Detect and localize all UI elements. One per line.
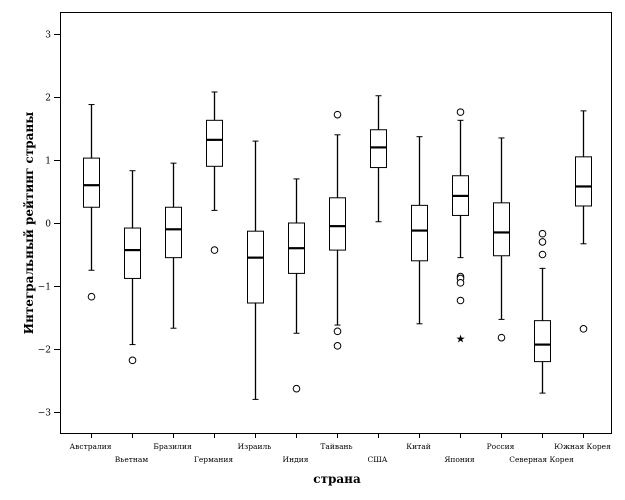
box-iqr <box>534 320 551 363</box>
box-1 <box>83 104 100 301</box>
outlier-point <box>456 108 465 116</box>
y-tick-label: −2 <box>38 346 51 356</box>
box-7 <box>329 110 346 350</box>
outlier-point <box>538 250 547 259</box>
plot-frame <box>60 12 612 434</box>
outlier-point <box>579 325 588 333</box>
box-13 <box>575 110 592 333</box>
x-tick-label: Россия <box>487 442 515 451</box>
y-axis: 3 2 1 0 −1 −2 −3 <box>38 31 60 419</box>
outlier-point <box>456 296 465 305</box>
y-tick-label: −1 <box>38 283 51 293</box>
box-iqr <box>370 129 387 169</box>
outlier-point <box>456 279 465 287</box>
x-tick-label: Китай <box>406 442 430 451</box>
y-tick-label: 2 <box>45 94 51 104</box>
outlier-point <box>210 246 219 254</box>
box-4 <box>206 91 223 254</box>
extreme-point: ★ <box>456 332 466 345</box>
x-tick-label: Израиль <box>238 442 272 451</box>
outlier-point <box>128 356 137 365</box>
box-iqr <box>493 202 510 257</box>
y-tick-label: 0 <box>45 220 51 230</box>
outlier-point <box>538 229 547 238</box>
outlier-point <box>538 238 547 246</box>
box-series: ★ <box>83 91 592 400</box>
x-tick-label: Тайвань <box>320 442 352 451</box>
x-tick-label: Германия <box>194 455 234 464</box>
outlier-point <box>497 333 506 342</box>
box-10: ★ <box>452 108 469 345</box>
x-tick-label: Северная Корея <box>509 455 574 464</box>
box-iqr <box>329 197 346 251</box>
x-tick-label: Южная Корея <box>554 442 611 451</box>
outlier-point <box>333 342 342 350</box>
y-tick-label: 3 <box>45 31 51 41</box>
box-6 <box>288 178 305 393</box>
box-12 <box>534 229 551 394</box>
x-tick-label: Бразилия <box>153 442 192 451</box>
x-tick-label: США <box>368 455 388 464</box>
outlier-point <box>333 110 342 119</box>
y-axis-title: Интегральный рейтинг страны <box>22 112 36 335</box>
x-tick-label: Индия <box>283 455 309 464</box>
y-tick-label: −3 <box>38 409 52 419</box>
box-iqr <box>411 204 428 262</box>
box-3 <box>165 162 182 329</box>
box-8 <box>370 95 387 223</box>
box-2 <box>124 170 141 365</box>
box-11 <box>493 137 510 342</box>
x-tick-label: Вьетнам <box>115 455 149 464</box>
box-5 <box>247 140 264 400</box>
box-9 <box>411 136 428 325</box>
y-tick-label: 1 <box>45 157 51 167</box>
x-tick-label: Австралия <box>69 442 111 451</box>
x-tick-label: Япония <box>444 455 475 464</box>
outlier-point <box>333 327 342 336</box>
box-iqr <box>575 156 592 207</box>
box-iqr <box>247 230 264 304</box>
outlier-point <box>87 292 96 301</box>
box-iqr <box>83 157 100 208</box>
box-iqr <box>165 206 182 259</box>
x-axis-title: страна <box>313 472 361 486</box>
box-iqr <box>124 227 141 279</box>
box-iqr <box>206 119 223 167</box>
outlier-point <box>292 384 301 393</box>
